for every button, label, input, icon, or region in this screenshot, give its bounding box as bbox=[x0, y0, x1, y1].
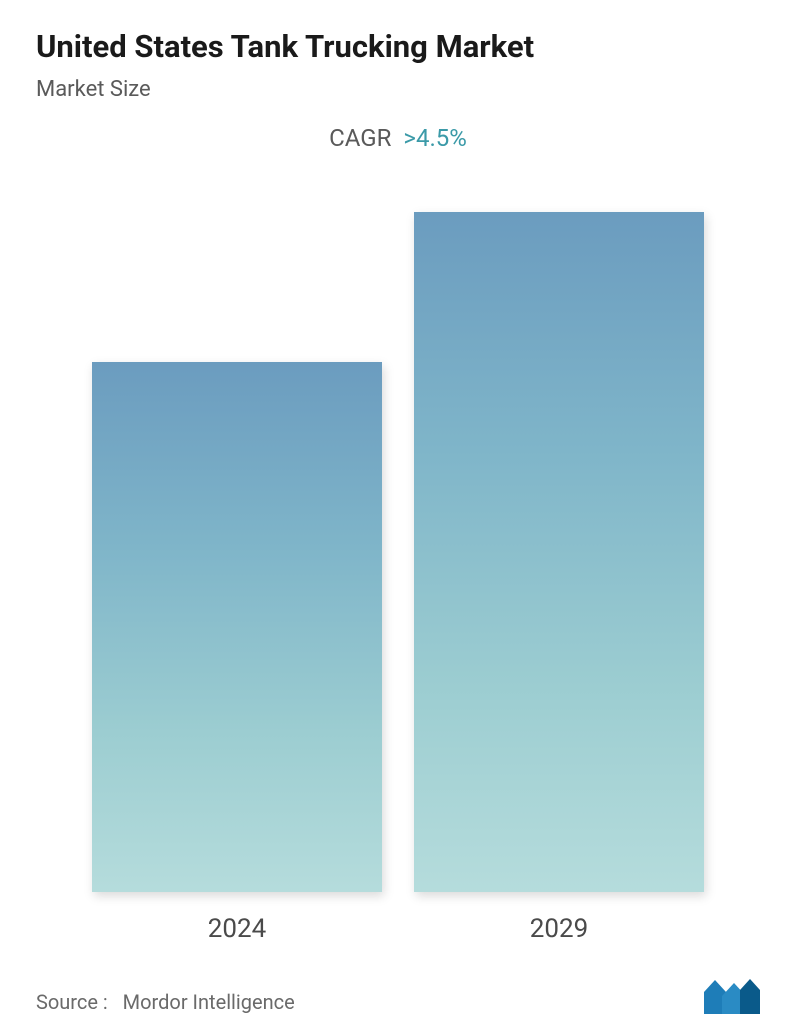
bar-label-1: 2029 bbox=[530, 914, 588, 944]
cagr-value: >4.5% bbox=[403, 124, 466, 152]
bar-chart: 2024 2029 bbox=[36, 162, 760, 944]
cagr-row: CAGR >4.5% bbox=[36, 124, 760, 152]
mordor-logo-icon bbox=[704, 978, 760, 1014]
bar-group-1: 2029 bbox=[414, 212, 704, 944]
source-line: Source : Mordor Intelligence bbox=[36, 990, 295, 1014]
source-label: Source : bbox=[36, 990, 108, 1014]
footer: Source : Mordor Intelligence bbox=[36, 954, 760, 1014]
bar-label-0: 2024 bbox=[208, 914, 266, 944]
cagr-label: CAGR bbox=[329, 124, 391, 152]
chart-card: United States Tank Trucking Market Marke… bbox=[0, 0, 796, 1034]
bar-1 bbox=[414, 212, 704, 892]
source-name: Mordor Intelligence bbox=[123, 990, 295, 1014]
chart-subtitle: Market Size bbox=[36, 77, 760, 102]
bar-0 bbox=[92, 362, 382, 892]
chart-title: United States Tank Trucking Market bbox=[36, 28, 760, 67]
bar-group-0: 2024 bbox=[92, 362, 382, 944]
